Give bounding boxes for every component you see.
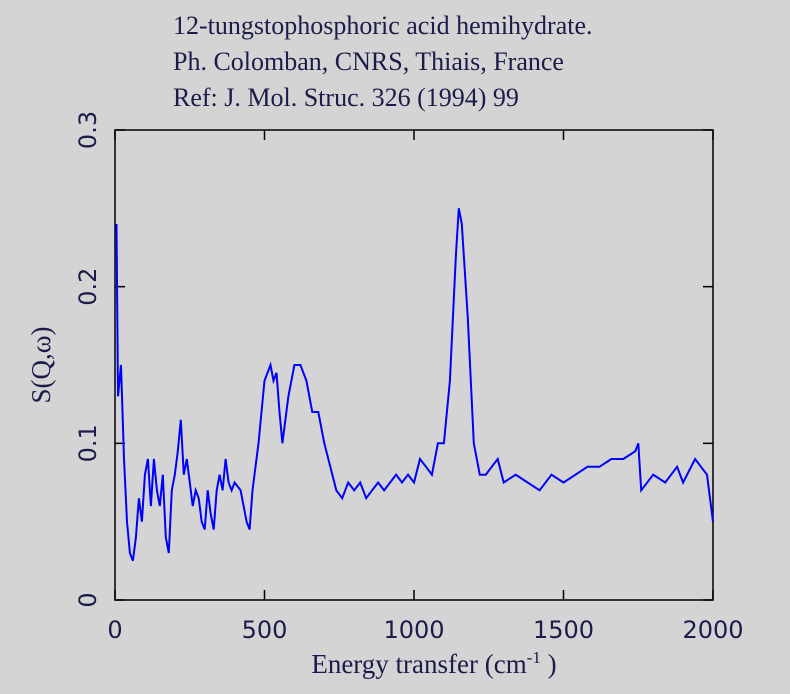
- y-tick-label: 0.2: [74, 268, 102, 306]
- x-tick-label: 1000: [383, 616, 444, 644]
- title-line: Ph. Colomban, CNRS, Thiais, France: [173, 47, 564, 76]
- y-axis-label: S(Q,ω): [26, 326, 56, 403]
- x-label-superscript: -1: [527, 648, 541, 667]
- data-line: [115, 208, 714, 562]
- x-tick-label: 2000: [682, 616, 743, 644]
- x-label-part: ): [541, 649, 557, 679]
- title-line: 12-tungstophosphoric acid hemihydrate.: [173, 11, 593, 40]
- y-tick-label: 0.3: [74, 111, 102, 149]
- x-label-part: Energy transfer (cm: [311, 649, 526, 679]
- x-tick-label: 500: [242, 616, 288, 644]
- title-line: Ref: J. Mol. Struc. 326 (1994) 99: [173, 83, 519, 112]
- x-tick-label: 0: [107, 616, 122, 644]
- y-tick-label: 0: [74, 592, 102, 607]
- x-tick-label: 1500: [533, 616, 594, 644]
- y-tick-label: 0.1: [74, 424, 102, 462]
- x-axis-label: Energy transfer (cm-1 ): [311, 648, 556, 679]
